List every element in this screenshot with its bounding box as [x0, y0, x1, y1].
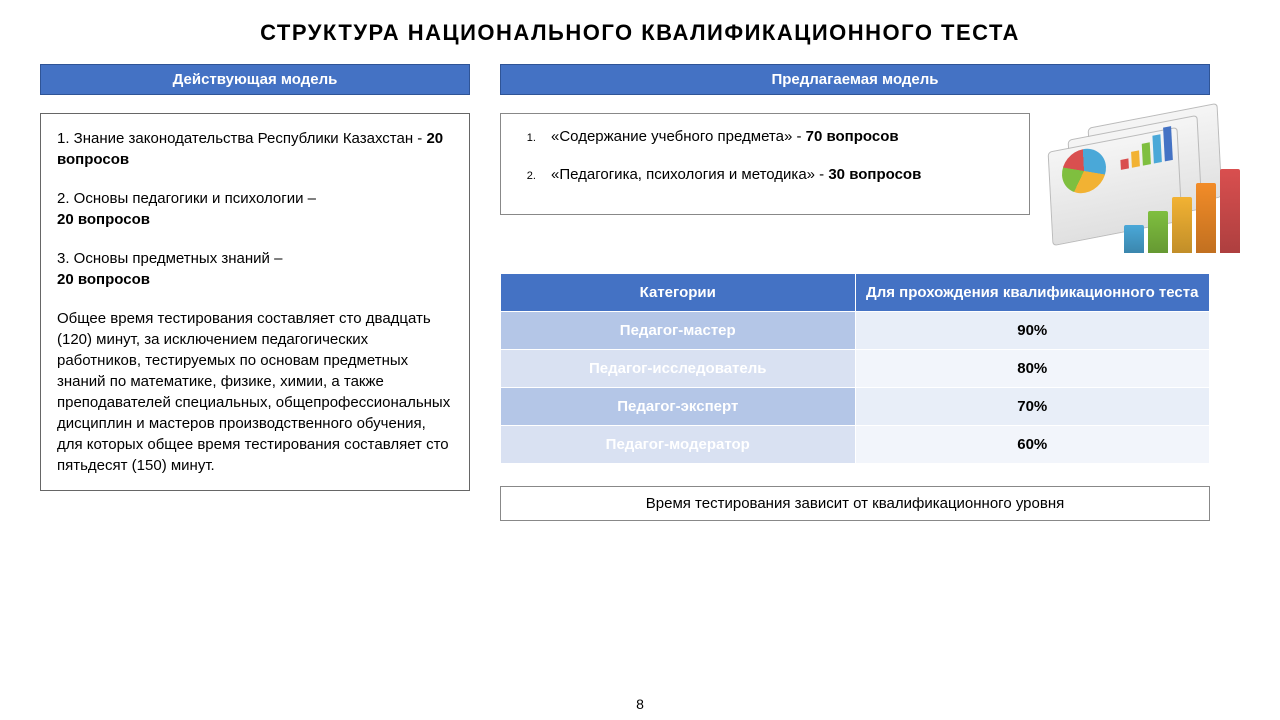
value-cell: 80%	[855, 350, 1210, 388]
category-cell: Педагог-модератор	[501, 426, 856, 464]
right-header: Предлагаемая модель	[500, 64, 1210, 95]
right-item-2: «Педагогика, психология и методика» - 30…	[539, 164, 1015, 186]
note: Время тестирования зависит от квалификац…	[500, 486, 1210, 521]
table-row: Педагог-модератор60%	[501, 426, 1210, 464]
value-cell: 70%	[855, 388, 1210, 426]
columns: Действующая модель 1. Знание законодател…	[40, 64, 1240, 521]
left-item-2: 2. Основы педагогики и психологии – 20 в…	[57, 188, 453, 230]
value-cell: 90%	[855, 312, 1210, 350]
left-box: 1. Знание законодательства Республики Ка…	[40, 113, 470, 491]
value-cell: 60%	[855, 426, 1210, 464]
th-threshold: Для прохождения квалификационного теста	[855, 274, 1210, 312]
left-summary: Общее время тестирования составляет сто …	[57, 308, 453, 476]
table-row: Педагог-мастер90%	[501, 312, 1210, 350]
category-cell: Педагог-мастер	[501, 312, 856, 350]
left-column: Действующая модель 1. Знание законодател…	[40, 64, 470, 521]
left-header: Действующая модель	[40, 64, 470, 95]
right-item-1: «Содержание учебного предмета» - 70 вопр…	[539, 126, 1015, 148]
right-column: Предлагаемая модель «Содержание учебного…	[500, 64, 1240, 521]
th-categories: Категории	[501, 274, 856, 312]
right-top-row: «Содержание учебного предмета» - 70 вопр…	[500, 113, 1240, 253]
big-bars-icon	[1124, 169, 1240, 253]
table-row: Педагог-эксперт70%	[501, 388, 1210, 426]
page-title: СТРУКТУРА НАЦИОНАЛЬНОГО КВАЛИФИКАЦИОННОГ…	[40, 20, 1240, 46]
charts-graphic	[1040, 113, 1240, 253]
left-item-3: 3. Основы предметных знаний – 20 вопросо…	[57, 248, 453, 290]
category-cell: Педагог-эксперт	[501, 388, 856, 426]
category-cell: Педагог-исследователь	[501, 350, 856, 388]
right-box: «Содержание учебного предмета» - 70 вопр…	[500, 113, 1030, 215]
table-row: Педагог-исследователь80%	[501, 350, 1210, 388]
categories-table: Категории Для прохождения квалификационн…	[500, 273, 1210, 464]
page-number: 8	[636, 696, 644, 712]
left-item-1: 1. Знание законодательства Республики Ка…	[57, 128, 453, 170]
